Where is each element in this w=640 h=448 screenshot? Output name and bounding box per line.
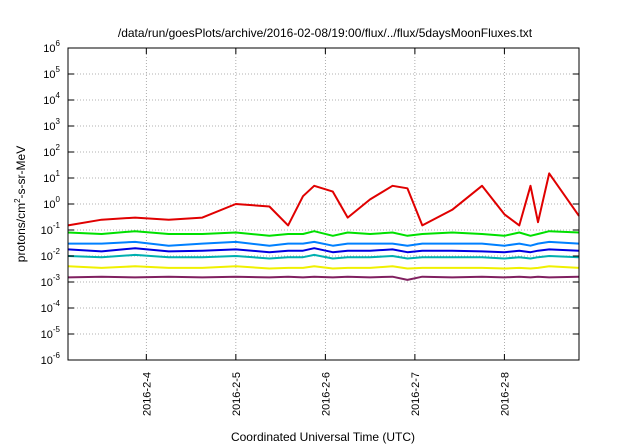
y-axis-label: protons/cm2-s-sr-MeV — [13, 146, 28, 262]
x-axis: 2016-2-4 2016-2-5 2016-2-6 2016-2-7 2016-2-8 — [141, 48, 511, 416]
y-tick-label: 105 — [43, 65, 60, 81]
x-tick-label: 2016-2-8 — [499, 372, 511, 416]
series-line-5 — [67, 253, 580, 260]
grid — [68, 48, 579, 360]
x-tick-label: 2016-2-4 — [141, 372, 153, 416]
series-line-4 — [67, 247, 580, 254]
x-tick-label: 2016-2-5 — [231, 372, 243, 416]
y-tick-label: 100 — [43, 195, 60, 211]
series-lines — [67, 172, 580, 281]
series-line-3 — [68, 240, 580, 247]
y-tick-label: 10-1 — [41, 221, 61, 237]
chart-title: /data/run/goesPlots/archive/2016-02-08/1… — [118, 26, 533, 40]
y-axis: 10-6 10-5 10-4 10-3 10-2 10-1 100 101 102 103 104 1… — [41, 39, 579, 367]
y-tick-label: 10-4 — [41, 299, 61, 315]
series-line-6 — [67, 265, 580, 270]
y-tick-label: 103 — [43, 117, 60, 133]
y-tick-label: 101 — [43, 169, 60, 185]
y-tick-label: 10-3 — [41, 273, 61, 289]
series-line-7 — [67, 275, 580, 281]
y-tick-label: 10-5 — [41, 325, 61, 341]
x-tick-label: 2016-2-7 — [410, 372, 422, 416]
series-line-2 — [67, 230, 580, 237]
y-tick-label: 106 — [43, 39, 60, 55]
y-tick-label: 104 — [43, 91, 60, 107]
y-tick-label: 10-2 — [41, 247, 61, 263]
y-tick-label: 102 — [43, 143, 60, 159]
series-line-1 — [67, 172, 580, 227]
y-tick-label: 10-6 — [41, 351, 61, 367]
x-axis-label: Coordinated Universal Time (UTC) — [231, 430, 415, 444]
x-tick-label: 2016-2-6 — [320, 372, 332, 416]
